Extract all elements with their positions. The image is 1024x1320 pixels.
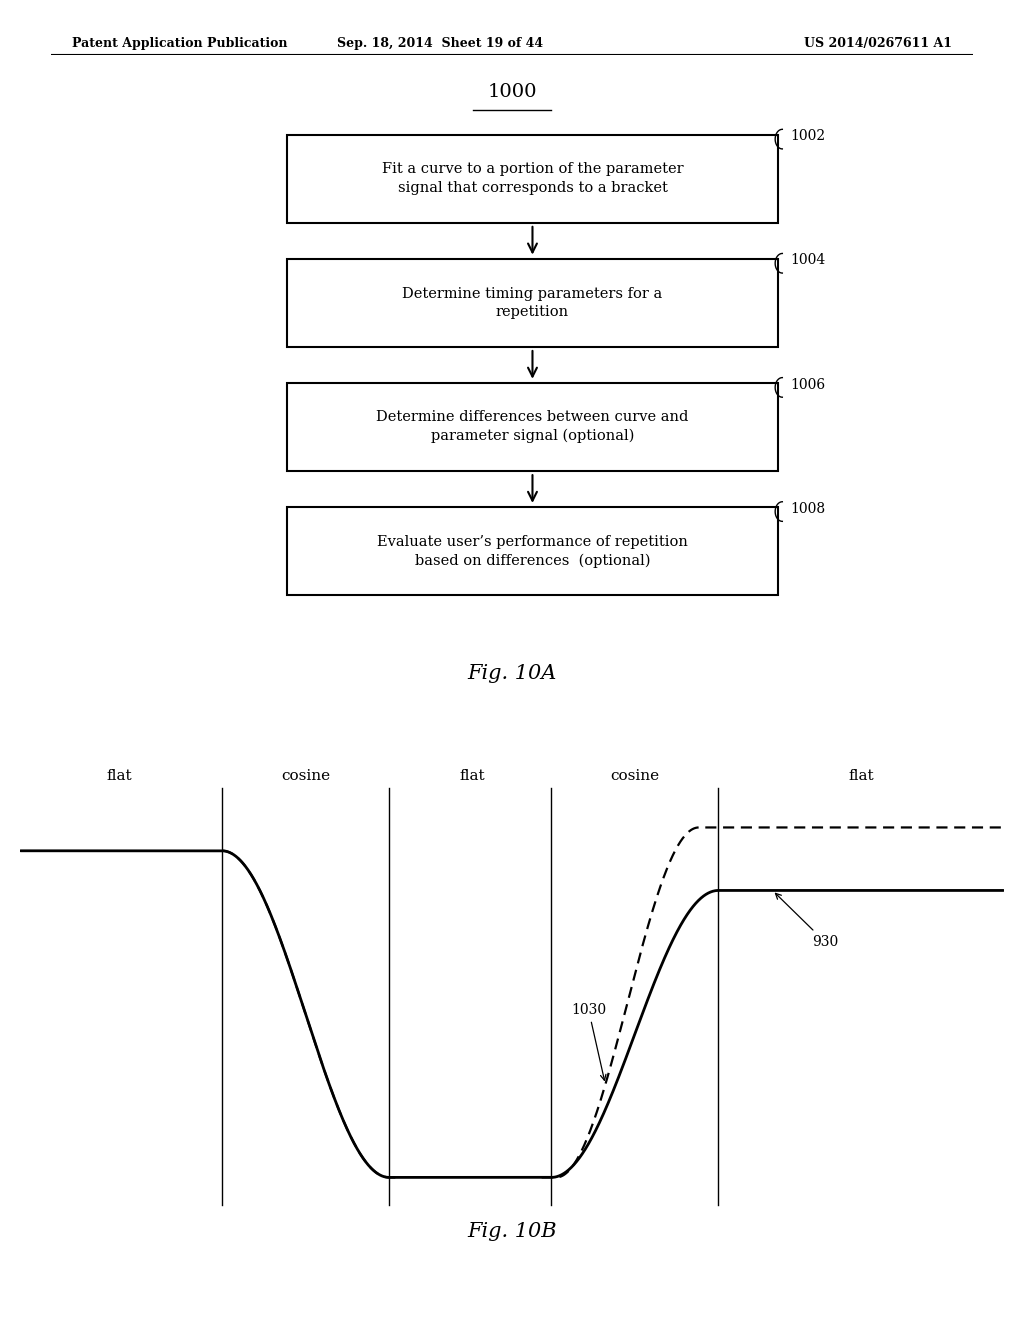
Text: Sep. 18, 2014  Sheet 19 of 44: Sep. 18, 2014 Sheet 19 of 44 (337, 37, 544, 50)
Text: Patent Application Publication: Patent Application Publication (72, 37, 287, 50)
Text: 1030: 1030 (571, 1003, 606, 1080)
Text: 1004: 1004 (791, 253, 825, 268)
Text: flat: flat (848, 770, 873, 783)
Text: Fig. 10A: Fig. 10A (467, 664, 557, 682)
Text: 1000: 1000 (487, 83, 537, 102)
Text: 930: 930 (775, 894, 838, 949)
Text: 1006: 1006 (791, 378, 825, 392)
Text: 1008: 1008 (791, 502, 825, 516)
Text: 1002: 1002 (791, 129, 825, 144)
Text: US 2014/0267611 A1: US 2014/0267611 A1 (804, 37, 952, 50)
Text: Determine differences between curve and
parameter signal (optional): Determine differences between curve and … (376, 411, 689, 444)
Text: Fit a curve to a portion of the parameter
signal that corresponds to a bracket: Fit a curve to a portion of the paramete… (382, 162, 683, 195)
Text: flat: flat (105, 770, 132, 783)
Text: Evaluate user’s performance of repetition
based on differences  (optional): Evaluate user’s performance of repetitio… (377, 535, 688, 568)
Text: cosine: cosine (281, 770, 330, 783)
Text: flat: flat (460, 770, 485, 783)
Text: Determine timing parameters for a
repetition: Determine timing parameters for a repeti… (402, 286, 663, 319)
Text: cosine: cosine (610, 770, 659, 783)
Text: Fig. 10B: Fig. 10B (467, 1221, 557, 1241)
